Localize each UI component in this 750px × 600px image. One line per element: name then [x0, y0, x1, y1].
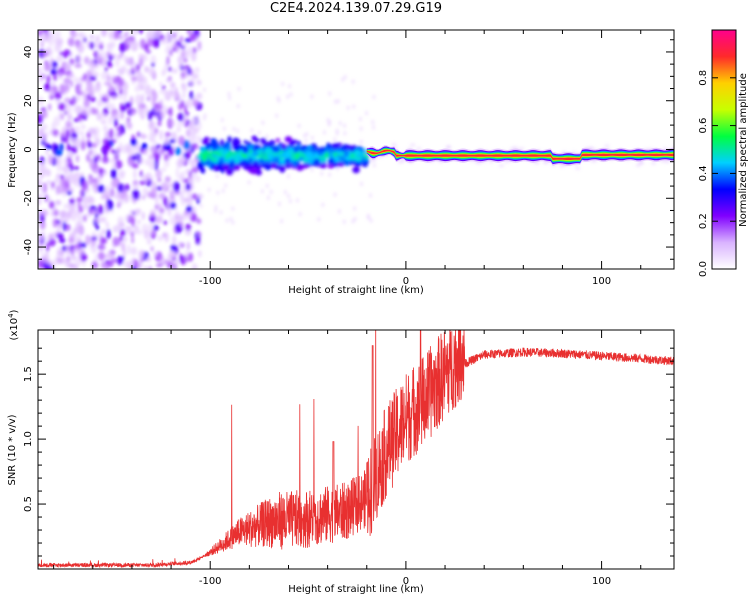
snr-multiplier-label: (x104): [7, 309, 20, 340]
y-tick-label: 1.0: [23, 431, 34, 447]
snr-series-line: [38, 330, 674, 569]
x-tick-label: 100: [592, 276, 611, 287]
y-tick-label: 0: [23, 146, 34, 152]
colorbar-tick-label: 0.6: [698, 118, 709, 134]
colorbar-tick-label: 0.8: [698, 70, 709, 86]
spectrogram-heatmap: [38, 30, 674, 269]
x-tick-label: -100: [199, 276, 222, 287]
y-tick-label: -20: [23, 190, 34, 206]
snr-y-axis-label: SNR (10 * v/v): [7, 414, 18, 485]
colorbar-tick-label: 0.2: [698, 213, 709, 229]
spectral-blobs: [38, 30, 674, 269]
y-tick-label: 40: [23, 46, 34, 59]
heatmap-x-axis-label: Height of straight line (km): [288, 285, 424, 296]
x-tick-label: 0: [403, 576, 409, 587]
colorbar-tick-label: 0.4: [698, 165, 709, 181]
heatmap-axes: -100 0 100 -40 -20 0 20 40: [23, 30, 674, 287]
colorbar: [711, 29, 737, 270]
snr-axes: -100 0 100 0.5 1.0 1.5: [23, 330, 674, 587]
x-tick-label: 0: [403, 276, 409, 287]
colorbar-tick-label: 0.0: [698, 261, 709, 277]
snr-line-plot: [38, 330, 674, 569]
x-tick-label: 100: [592, 576, 611, 587]
heatmap-y-axis-label: Frequency (Hz): [7, 112, 18, 188]
figure-title: C2E4.2024.139.07.29.G19: [269, 1, 443, 16]
y-tick-label: 0.5: [23, 496, 34, 512]
colorbar-axis: 0.0 0.2 0.4 0.6 0.8: [698, 70, 736, 277]
y-tick-label: -40: [23, 239, 34, 255]
spectral-band: [366, 145, 674, 166]
x-tick-label: -100: [199, 576, 222, 587]
colorbar-label: Normalized spectral amplitude: [738, 73, 749, 227]
y-tick-label: 20: [23, 94, 34, 107]
snr-x-axis-label: Height of straight line (km): [288, 584, 424, 595]
snr-plot-frame: [37, 329, 675, 570]
y-tick-label: 1.5: [23, 366, 34, 382]
